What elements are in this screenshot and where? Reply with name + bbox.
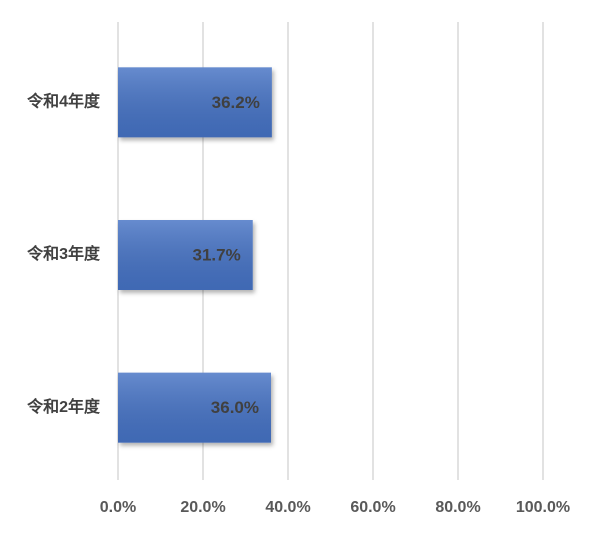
- value-label: 31.7%: [193, 245, 241, 264]
- bar-sheen: [118, 67, 272, 138]
- x-tick-label: 60.0%: [350, 499, 395, 516]
- bar-sheen: [118, 220, 253, 290]
- x-tick-label: 80.0%: [435, 499, 480, 516]
- bar-sheen: [118, 372, 271, 443]
- y-tick-label: 令和2年度: [26, 397, 101, 416]
- x-tick-label: 20.0%: [180, 499, 225, 516]
- x-tick-label: 100.0%: [516, 499, 570, 516]
- y-tick-label: 令和4年度: [26, 92, 101, 111]
- value-label: 36.2%: [212, 93, 260, 112]
- x-tick-label: 40.0%: [265, 499, 310, 516]
- y-tick-label: 令和3年度: [26, 244, 101, 263]
- x-tick-label: 0.0%: [100, 499, 136, 516]
- value-label: 36.0%: [211, 398, 259, 417]
